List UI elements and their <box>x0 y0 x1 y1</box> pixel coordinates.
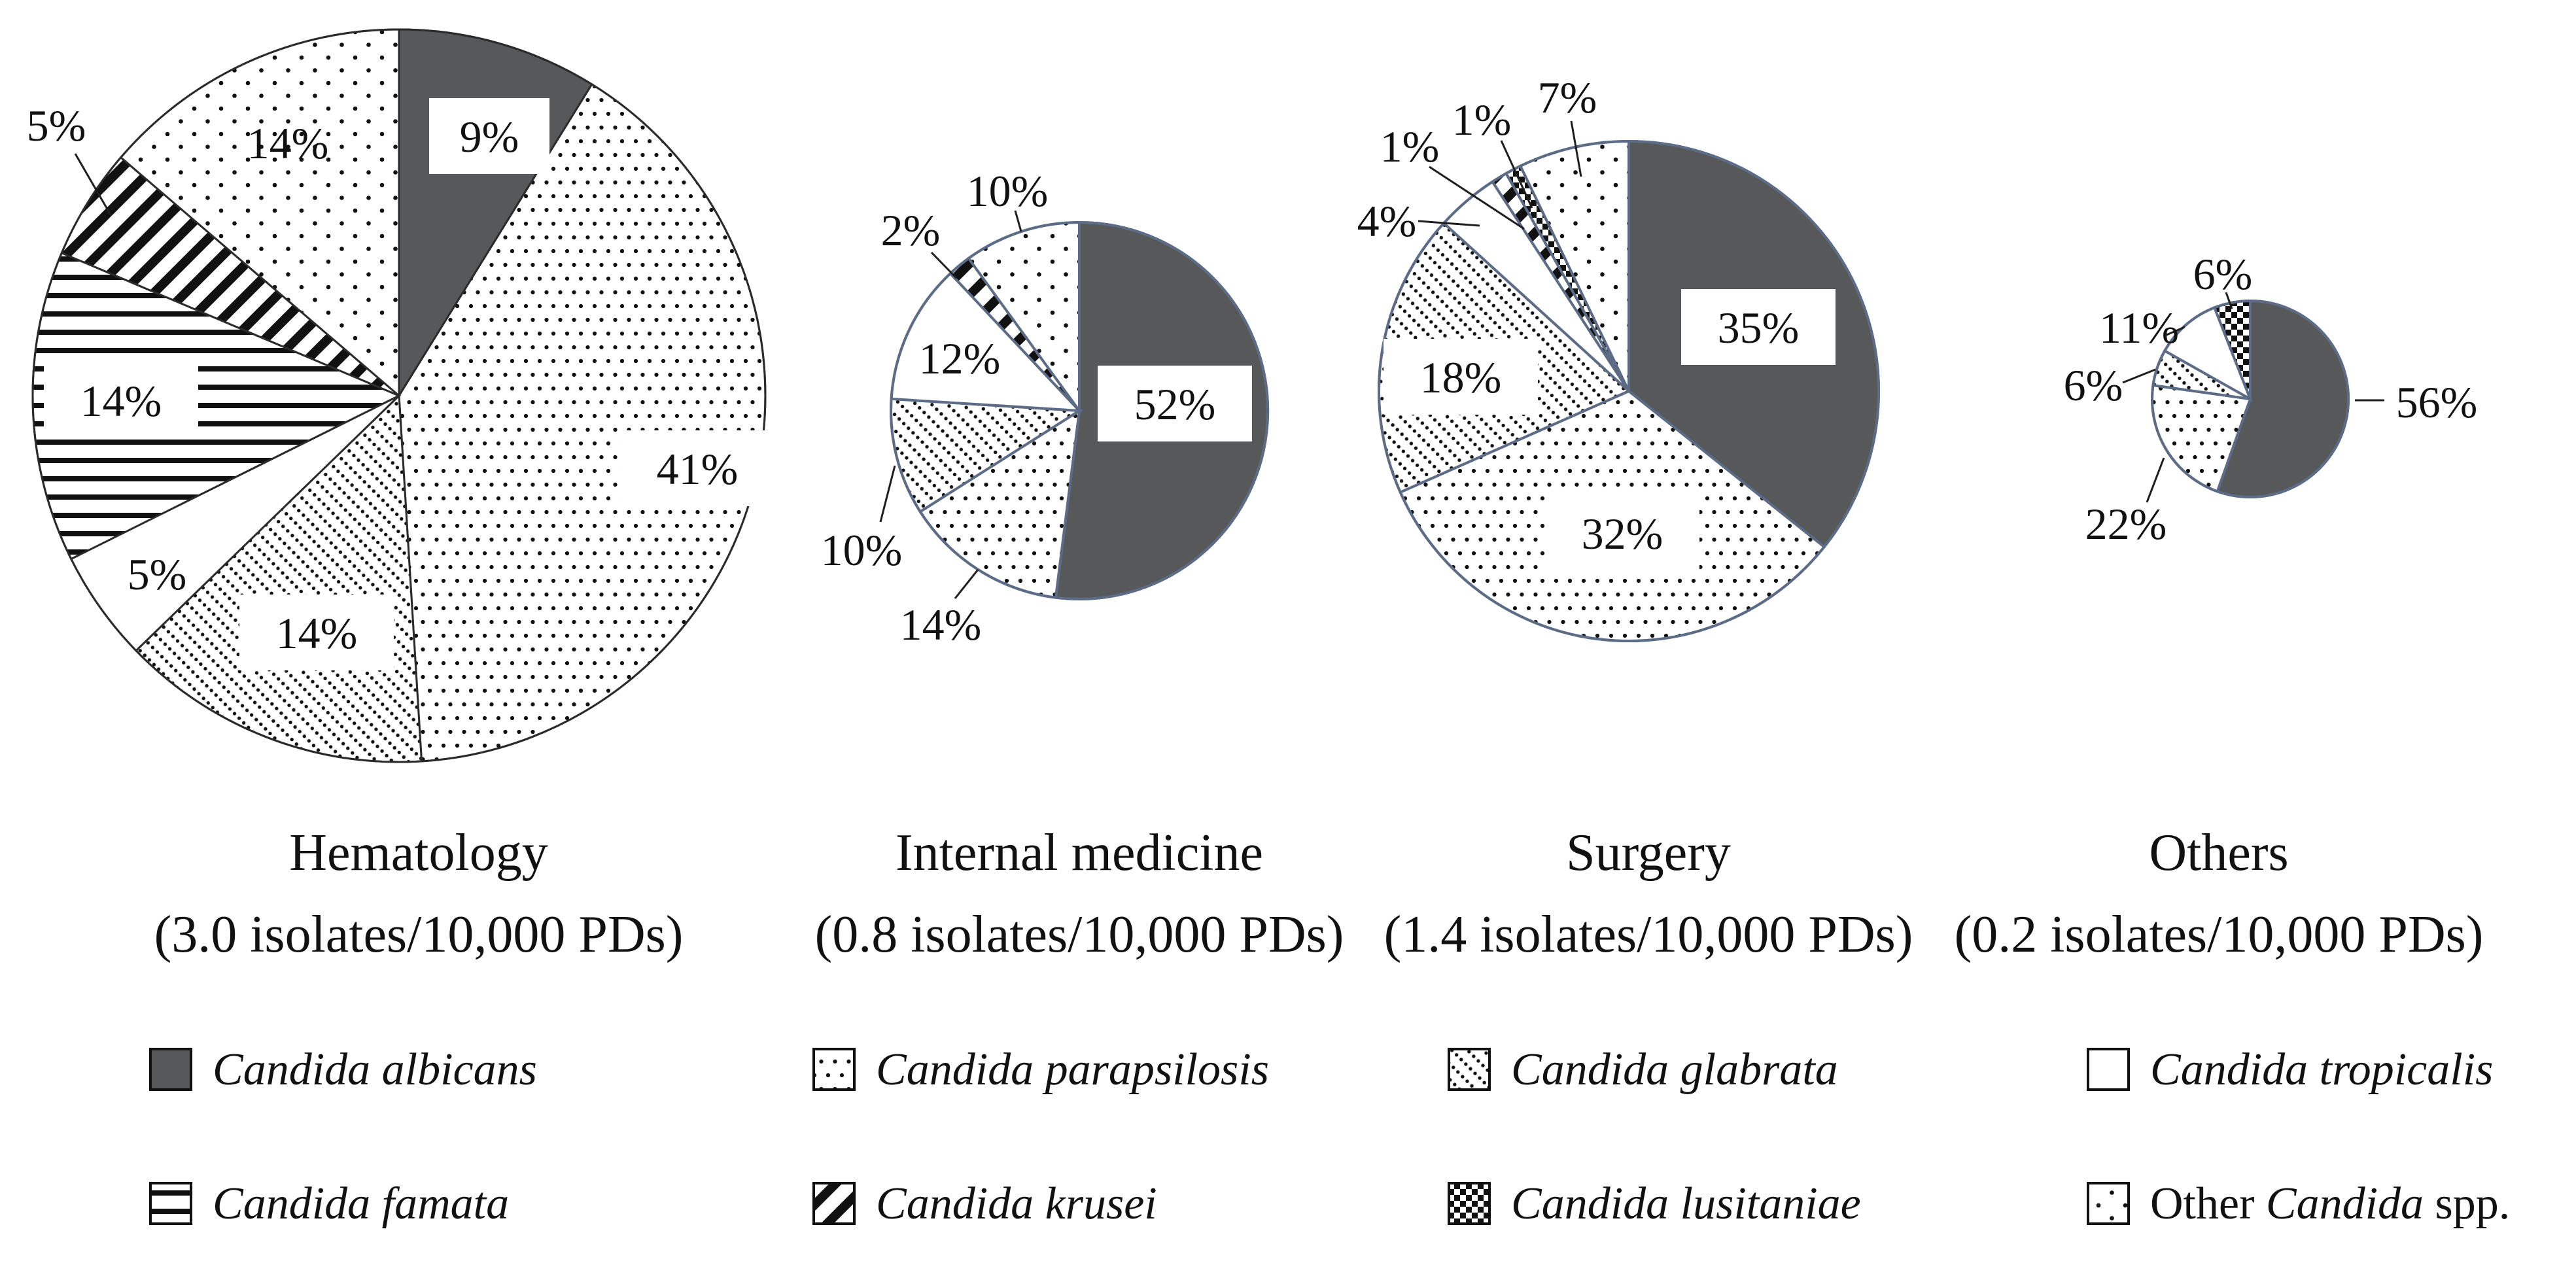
caption-others-line2: (0.2 isolates/10,000 PDs) <box>1955 906 2484 963</box>
label-others-albicans: 56% <box>2396 377 2478 427</box>
pie-hematology: 9% 41% 14% 5% 14% 5% 14% <box>27 28 775 763</box>
caption-surgery-line1: Surgery <box>1566 824 1731 882</box>
legend-swatch-glabrata-icon <box>1448 1048 1491 1091</box>
leader-hematology-krusei <box>74 153 113 216</box>
label-internal-medicine-albicans: 52% <box>1134 379 1216 429</box>
label-others-lusitaniae: 6% <box>2193 249 2253 299</box>
legend-swatch-famata-icon <box>149 1182 192 1225</box>
leader-surgery-krusei <box>1429 165 1525 230</box>
legend-swatch-albicans-icon <box>149 1048 192 1091</box>
leader-surgery-tropicalis <box>1418 220 1480 227</box>
leader-internal-medicine-parapsilosis <box>954 569 979 599</box>
label-internal-medicine-tropicalis: 12% <box>919 334 1001 383</box>
label-surgery-glabrata: 18% <box>1420 353 1502 402</box>
captions-group: Hematology (3.0 isolates/10,000 PDs) Inter… <box>154 824 2484 963</box>
legend-swatch-krusei-icon <box>812 1182 856 1225</box>
leader-surgery-other <box>1570 120 1582 177</box>
caption-internal-medicine-line2: (0.8 isolates/10,000 PDs) <box>815 906 1344 963</box>
leader-others-glabrata <box>2122 368 2156 384</box>
legend-label-glabrata: Candida glabrata <box>1511 1045 1838 1095</box>
legend-swatch-other-icon <box>2087 1182 2130 1225</box>
caption-internal-medicine-line1: Internal medicine <box>896 824 1263 882</box>
leader-others-parapsilosis <box>2146 457 2165 503</box>
leader-others-lusitaniae <box>2225 292 2233 309</box>
label-hematology-tropicalis: 5% <box>128 549 187 599</box>
pies-group: 9% 41% 14% 5% 14% 5% 14% 52% 14% 10% 12% 2% 10% 35% 32… <box>27 28 2478 763</box>
label-internal-medicine-krusei: 2% <box>881 205 941 255</box>
legend-swatch-lusitaniae-icon <box>1448 1182 1491 1225</box>
leader-surgery-lusitaniae <box>1500 140 1533 209</box>
label-box-hematology-glabrata <box>239 595 394 670</box>
label-surgery-parapsilosis: 32% <box>1582 509 1663 559</box>
label-box-surgery-albicans <box>1681 289 1836 365</box>
label-surgery-other: 7% <box>1538 73 1597 122</box>
caption-surgery-line2: (1.4 isolates/10,000 PDs) <box>1384 906 1913 963</box>
label-hematology-parapsilosis: 41% <box>657 444 739 494</box>
label-box-hematology-famata <box>44 362 198 438</box>
label-hematology-krusei: 5% <box>27 101 86 150</box>
label-surgery-tropicalis: 4% <box>1357 196 1417 246</box>
label-box-internal-medicine-albicans <box>1098 366 1252 441</box>
label-box-surgery-parapsilosis <box>1545 495 1699 571</box>
leader-internal-medicine-krusei <box>930 251 958 279</box>
label-surgery-albicans: 35% <box>1718 303 1800 353</box>
label-hematology-albicans: 9% <box>460 112 519 162</box>
outline-surgery <box>1378 140 1880 642</box>
label-box-hematology-parapsilosis <box>620 430 775 506</box>
outline-others <box>2151 300 2350 498</box>
label-hematology-other: 14% <box>247 118 329 168</box>
legend-label-lusitaniae: Candida lusitaniae <box>1511 1179 1861 1229</box>
label-surgery-lusitaniae: 1% <box>1452 95 1512 145</box>
label-others-glabrata: 6% <box>2064 360 2123 410</box>
label-others-parapsilosis: 22% <box>2085 499 2167 549</box>
legend-label-tropicalis: Candida tropicalis <box>2150 1045 2493 1095</box>
pie-surgery: 35% 32% 18% 4% 1%1% 7% <box>1357 73 1881 642</box>
legend-group: Candida albicans Candida parapsilosis Cand… <box>149 1045 2510 1229</box>
caption-hematology-line2: (3.0 isolates/10,000 PDs) <box>154 906 684 963</box>
legend-label-krusei: Candida krusei <box>876 1179 1157 1229</box>
legend-swatch-parapsilosis-icon <box>812 1048 856 1091</box>
legend-label-parapsilosis: Candida parapsilosis <box>876 1045 1269 1095</box>
label-box-surgery-glabrata <box>1384 339 1538 415</box>
outline-hematology <box>31 28 767 763</box>
leader-internal-medicine-other <box>1014 210 1022 232</box>
label-hematology-famata: 14% <box>80 376 162 426</box>
caption-hematology-line1: Hematology <box>289 824 548 882</box>
label-internal-medicine-parapsilosis: 14% <box>900 600 982 649</box>
label-hematology-glabrata: 14% <box>276 608 358 658</box>
pie-internal-medicine: 52% 14% 10% 12% 2% 10% <box>821 166 1270 649</box>
legend-label-albicans: Candida albicans <box>213 1045 537 1095</box>
caption-others-line1: Others <box>2149 824 2288 882</box>
label-box-hematology-albicans <box>429 98 549 174</box>
legend-label-famata: Candida famata <box>213 1179 509 1229</box>
label-internal-medicine-other: 10% <box>967 166 1049 216</box>
legend-swatch-tropicalis-icon <box>2087 1048 2130 1091</box>
label-surgery-krusei: 1% <box>1380 122 1440 171</box>
label-internal-medicine-glabrata: 10% <box>821 525 903 575</box>
leader-others-tropicalis <box>2166 326 2185 336</box>
outline-internal-medicine <box>890 221 1269 600</box>
legend-label-other: Other Candida spp. <box>2150 1179 2510 1229</box>
pie-others: 56% 22% 6% 11% 6% <box>2064 249 2478 549</box>
leader-internal-medicine-glabrata <box>879 465 896 523</box>
label-others-tropicalis: 11% <box>2099 303 2179 353</box>
